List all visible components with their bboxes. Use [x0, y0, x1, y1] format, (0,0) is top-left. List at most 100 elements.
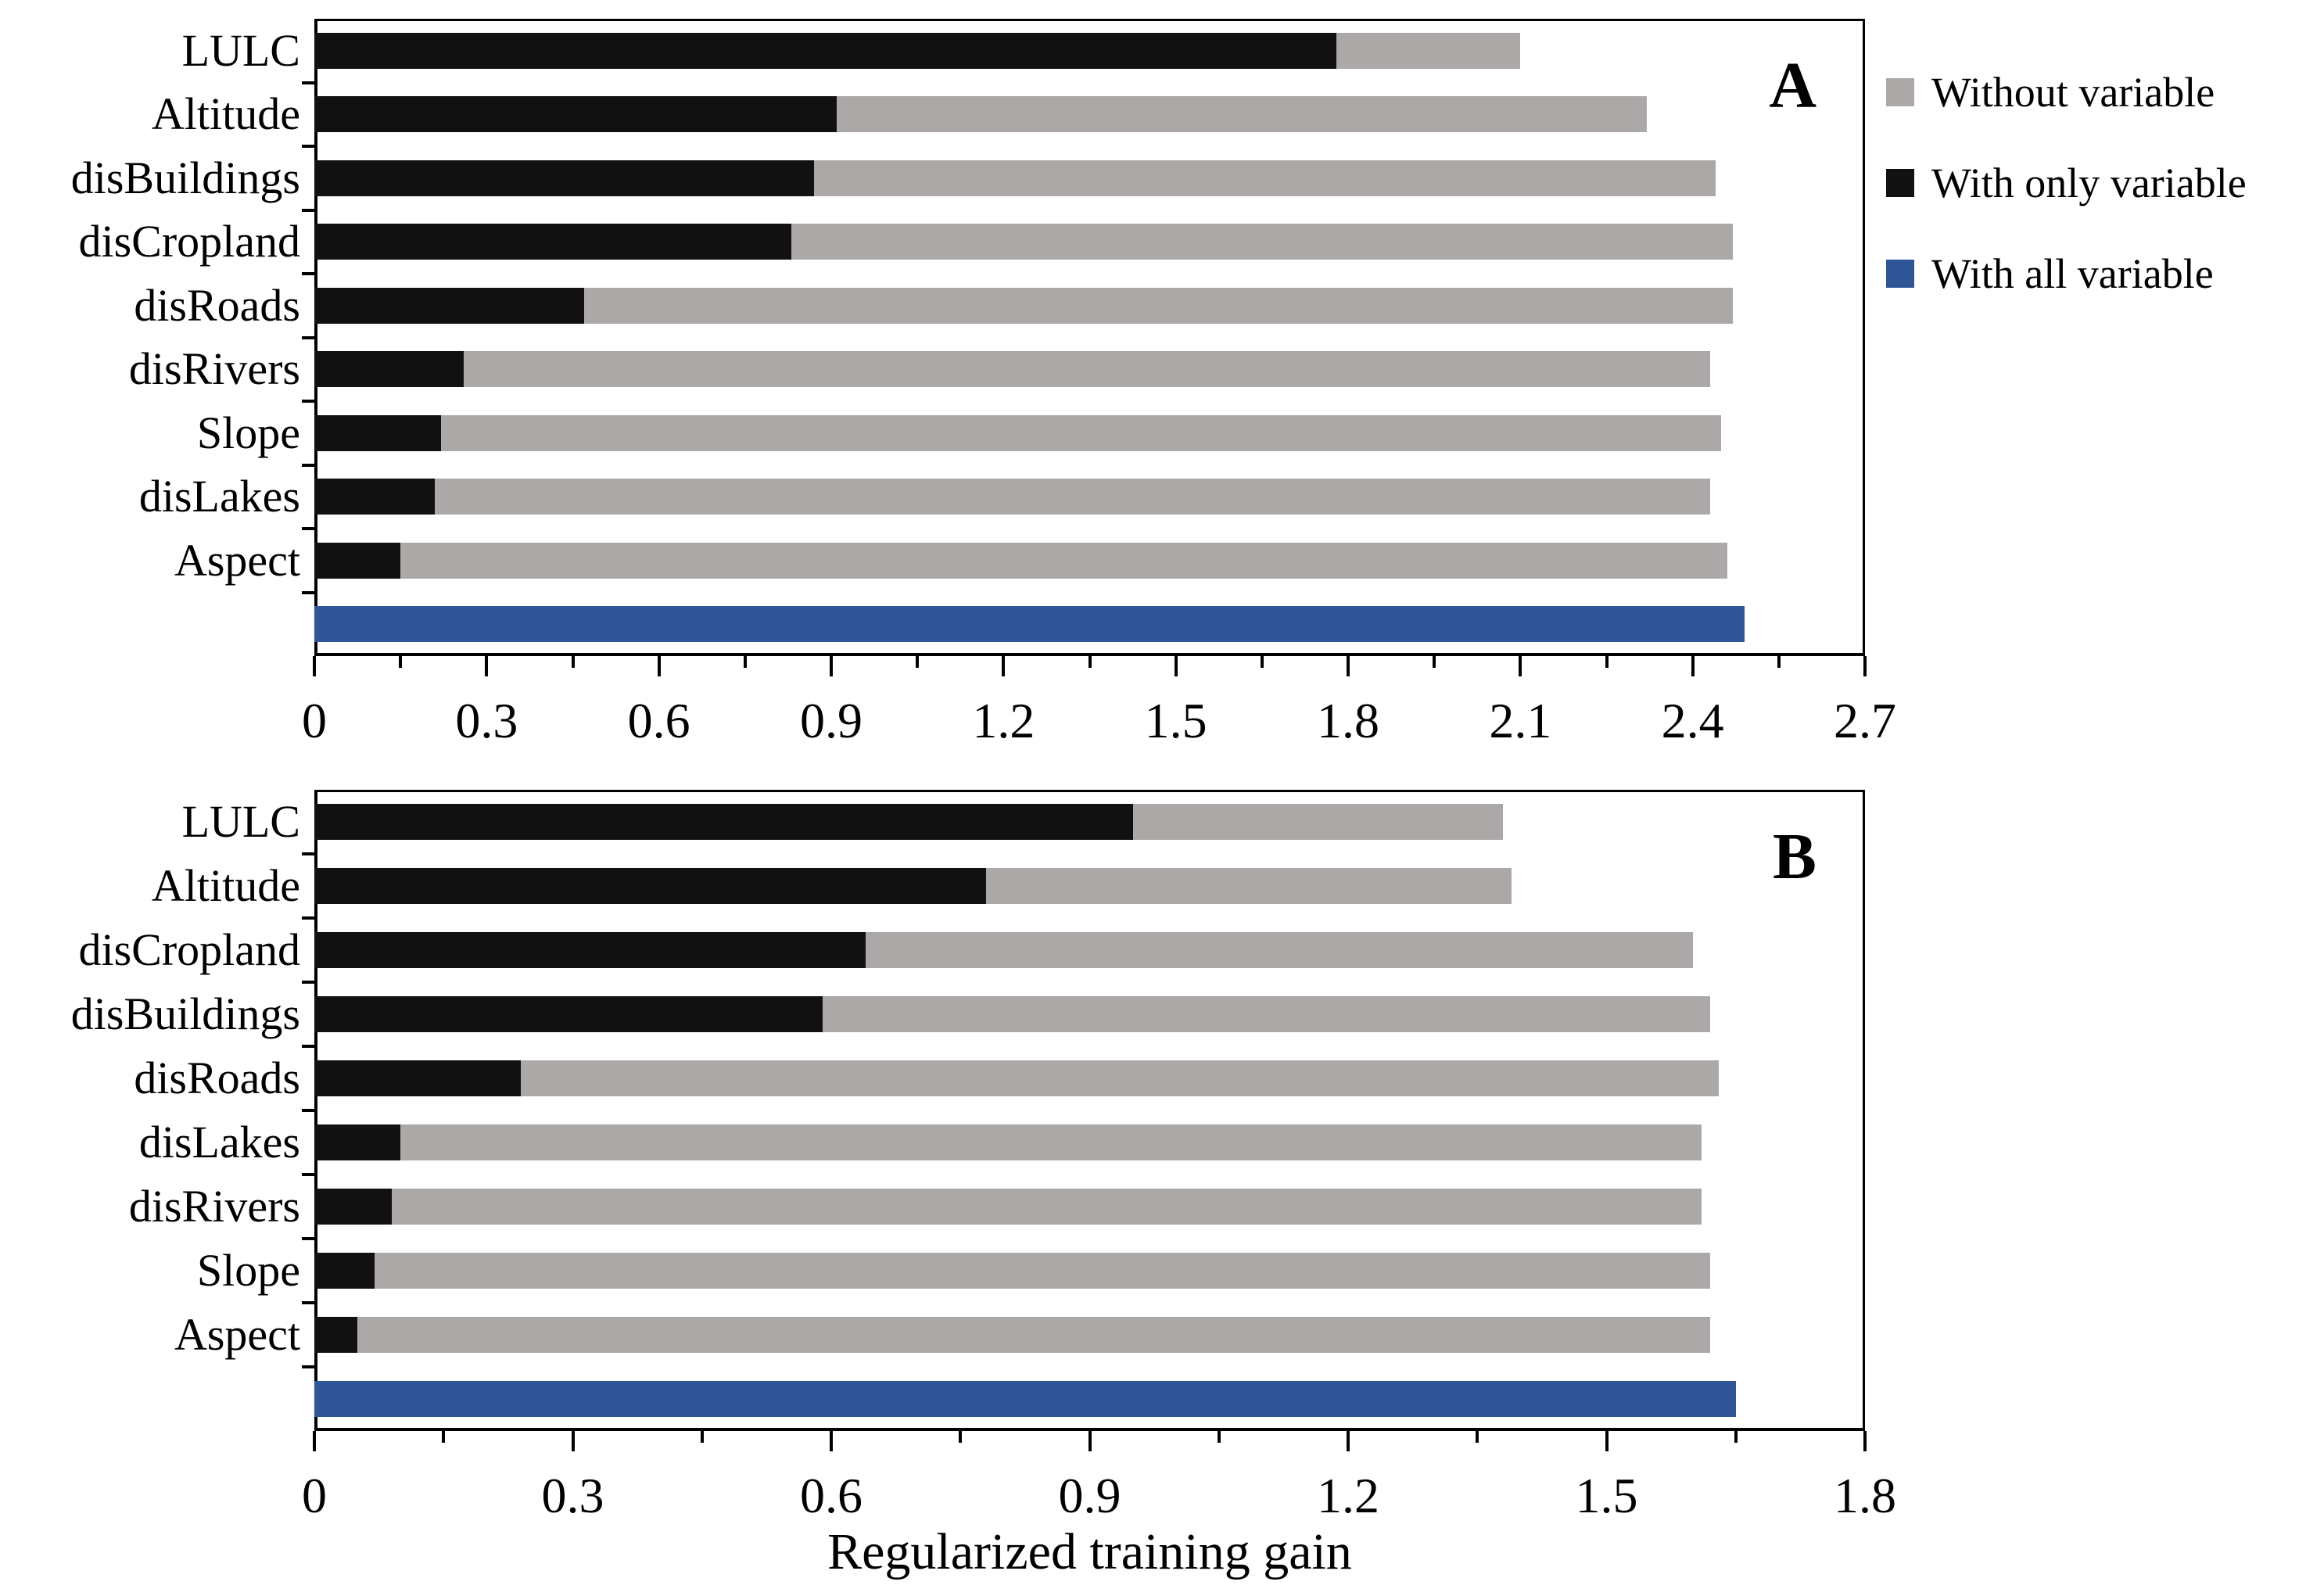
x-tick-label: 1.5 — [1575, 1468, 1638, 1523]
bar-with-only-variable — [314, 542, 401, 579]
category-label-disbuildings: disBuildings — [70, 152, 300, 203]
x-axis-major-tick — [830, 1431, 833, 1451]
bar-row: Aspect — [174, 529, 1865, 593]
bar-with-all-variables — [314, 606, 1745, 643]
x-tick-label: 1.5 — [1144, 693, 1207, 748]
category-label-disrivers: disRivers — [128, 343, 300, 395]
x-axis-major-tick — [1863, 1431, 1867, 1451]
x-axis-minor-tick — [1260, 656, 1264, 668]
category-label-lulc: LULC — [181, 24, 300, 76]
bar-row: Slope — [197, 401, 1865, 465]
x-axis-minor-tick — [743, 656, 747, 668]
category-label-disroads: disRoads — [134, 1053, 300, 1103]
x-axis-minor-tick — [1217, 1431, 1221, 1443]
y-axis-tick — [302, 1237, 314, 1240]
bar-row: LULC — [182, 790, 1865, 854]
y-axis-tick — [302, 400, 314, 403]
panel-b-plot-box — [314, 790, 1865, 1431]
y-axis-tick — [302, 81, 314, 84]
category-label-slope: Slope — [196, 407, 300, 458]
with-all-variable-swatch-icon — [1886, 260, 1914, 288]
x-tick-label: 0.6 — [627, 693, 690, 748]
bar-without-variable — [314, 1317, 1710, 1353]
legend-label-without: Without variable — [1931, 69, 2215, 116]
without-variable-swatch-icon — [1886, 78, 1914, 106]
y-axis-tick — [302, 1173, 314, 1176]
y-axis-tick — [302, 981, 314, 984]
bar-with-only-variable — [314, 414, 441, 451]
bar-with-only-variable — [314, 479, 436, 515]
x-axis-minor-tick — [442, 1431, 446, 1443]
bar-with-only-variable — [314, 868, 987, 904]
category-label-disrivers: disRivers — [128, 1181, 300, 1232]
x-tick-label: 0.3 — [455, 693, 518, 748]
x-axis-major-tick — [313, 656, 316, 676]
x-axis-major-tick — [1863, 656, 1867, 676]
x-axis-major-tick — [1691, 656, 1695, 676]
bar-row — [314, 593, 1865, 657]
bar-row — [314, 1367, 1865, 1431]
bar-without-variable — [314, 351, 1710, 388]
y-axis-tick — [302, 590, 314, 594]
bar-without-variable — [314, 1124, 1702, 1160]
bar-with-only-variable — [314, 932, 866, 968]
x-tick-label: 0.9 — [800, 693, 863, 748]
y-axis-tick — [302, 1109, 314, 1112]
legend-label-with-all: With all variable — [1931, 250, 2214, 297]
category-label-disroads: disRoads — [134, 279, 300, 331]
bar-with-only-variable — [314, 160, 814, 196]
y-axis-tick — [302, 1045, 314, 1048]
panel-a-x-tick-labels: 0 0.3 0.6 0.9 1.2 1.5 1.8 2.1 2.4 2.7 — [302, 690, 1896, 751]
x-axis-title: Regularized training gain — [827, 1523, 1352, 1580]
x-tick-label: 2.7 — [1834, 693, 1896, 748]
category-label-aspect: Aspect — [174, 534, 300, 586]
panel-a-plot-box — [314, 19, 1865, 656]
bar-with-only-variable — [314, 287, 585, 324]
panel-b-letter: B — [1772, 820, 1817, 893]
y-axis-tick — [302, 145, 314, 148]
bar-row: Slope — [197, 1239, 1865, 1303]
x-axis-major-tick — [571, 1431, 575, 1451]
bar-with-only-variable — [314, 1189, 393, 1225]
bar-without-variable — [314, 414, 1722, 451]
y-axis-tick — [302, 208, 314, 212]
category-label-slope: Slope — [196, 1245, 300, 1296]
y-axis-tick — [302, 335, 314, 339]
bar-row: disRivers — [129, 338, 1865, 402]
x-axis-minor-tick — [399, 656, 403, 668]
panel-a-x-ticks — [313, 656, 1867, 680]
panel-a-letter: A — [1769, 49, 1817, 122]
bar-with-only-variable — [314, 1317, 358, 1353]
x-axis-minor-tick — [1433, 656, 1436, 668]
bar-with-only-variable — [314, 96, 837, 133]
category-label-altitude: Altitude — [151, 860, 300, 911]
x-tick-label: 1.8 — [1317, 693, 1379, 748]
x-tick-label: 0.3 — [541, 1468, 604, 1523]
category-label-altitude: Altitude — [151, 88, 300, 140]
category-label-discropland: disCropland — [78, 924, 300, 975]
bar-with-only-variable — [314, 351, 464, 388]
bar-with-only-variable — [314, 32, 1337, 69]
x-axis-minor-tick — [700, 1431, 704, 1443]
category-label-dislakes: disLakes — [138, 471, 300, 522]
x-axis-major-tick — [1174, 656, 1178, 676]
x-axis-minor-tick — [1605, 656, 1609, 668]
y-axis-tick — [302, 527, 314, 530]
bar-with-only-variable — [314, 996, 823, 1032]
panel-b-rows: LULC Altitude disCropland disBuildings disRo… — [71, 790, 1865, 1431]
y-axis-tick — [302, 852, 314, 855]
x-tick-label: 2.4 — [1661, 693, 1724, 748]
legend-label-with-only: With only variable — [1931, 160, 2247, 206]
x-tick-label: 1.2 — [1317, 1468, 1379, 1523]
bar-row: disBuildings — [71, 982, 1865, 1046]
bar-row: disLakes — [139, 1110, 1865, 1175]
panel-b-x-ticks — [313, 1431, 1867, 1454]
x-tick-label: 0.6 — [800, 1468, 863, 1523]
bar-without-variable — [314, 1253, 1710, 1289]
x-axis-minor-tick — [1734, 1431, 1738, 1443]
bar-with-all-variables — [314, 1381, 1736, 1417]
x-axis-major-tick — [657, 656, 661, 676]
bar-row: disRoads — [134, 274, 1865, 338]
legend-item-with-only: With only variable — [1886, 161, 2247, 205]
x-axis-minor-tick — [1088, 656, 1092, 668]
